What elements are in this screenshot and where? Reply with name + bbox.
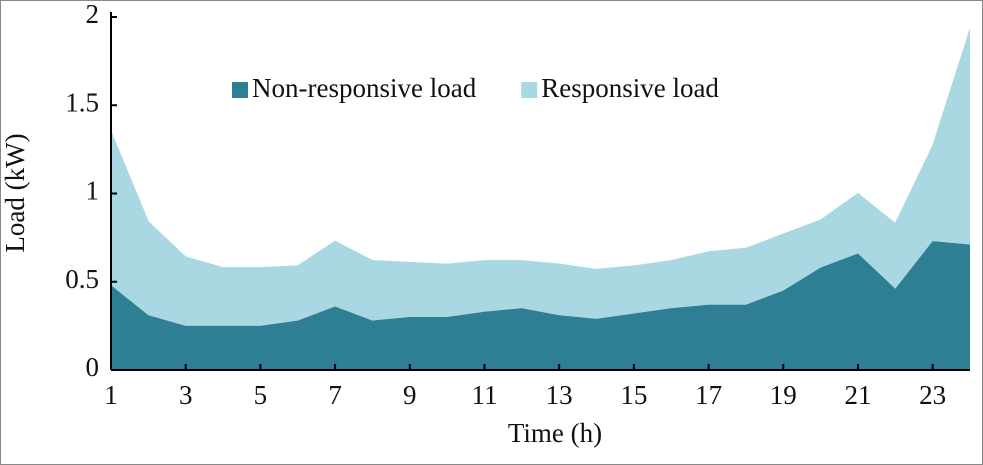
x-tick-label: 19 (770, 380, 797, 410)
x-axis-label: Time (h) (508, 418, 602, 448)
x-tick-label: 1 (104, 380, 118, 410)
legend-label: Non-responsive load (252, 73, 477, 103)
area-fill (111, 29, 970, 326)
x-tick-label: 23 (919, 380, 946, 410)
y-axis-label: Load (kW) (0, 133, 30, 252)
legend-swatch (521, 82, 538, 98)
x-tick-label: 11 (471, 380, 497, 410)
x-tick-label: 17 (695, 380, 722, 410)
y-tick-label: 1 (86, 176, 100, 206)
y-tick-label: 1.5 (65, 87, 99, 117)
area-top-line (110, 29, 971, 270)
area-fill (111, 241, 970, 370)
x-tick-label: 13 (546, 380, 573, 410)
legend-swatch (232, 82, 248, 98)
x-tick-label: 5 (254, 380, 268, 410)
x-tick-label: 3 (179, 380, 193, 410)
legend-label: Responsive load (541, 73, 719, 103)
x-tick-label: 21 (844, 380, 871, 410)
x-tick-label: 7 (328, 380, 342, 410)
x-tick-label: 9 (403, 380, 417, 410)
x-tick-label: 15 (620, 380, 647, 410)
y-tick-label: 0 (86, 352, 100, 382)
y-tick-label: 0.5 (65, 264, 99, 294)
y-tick-label: 2 (86, 0, 100, 29)
